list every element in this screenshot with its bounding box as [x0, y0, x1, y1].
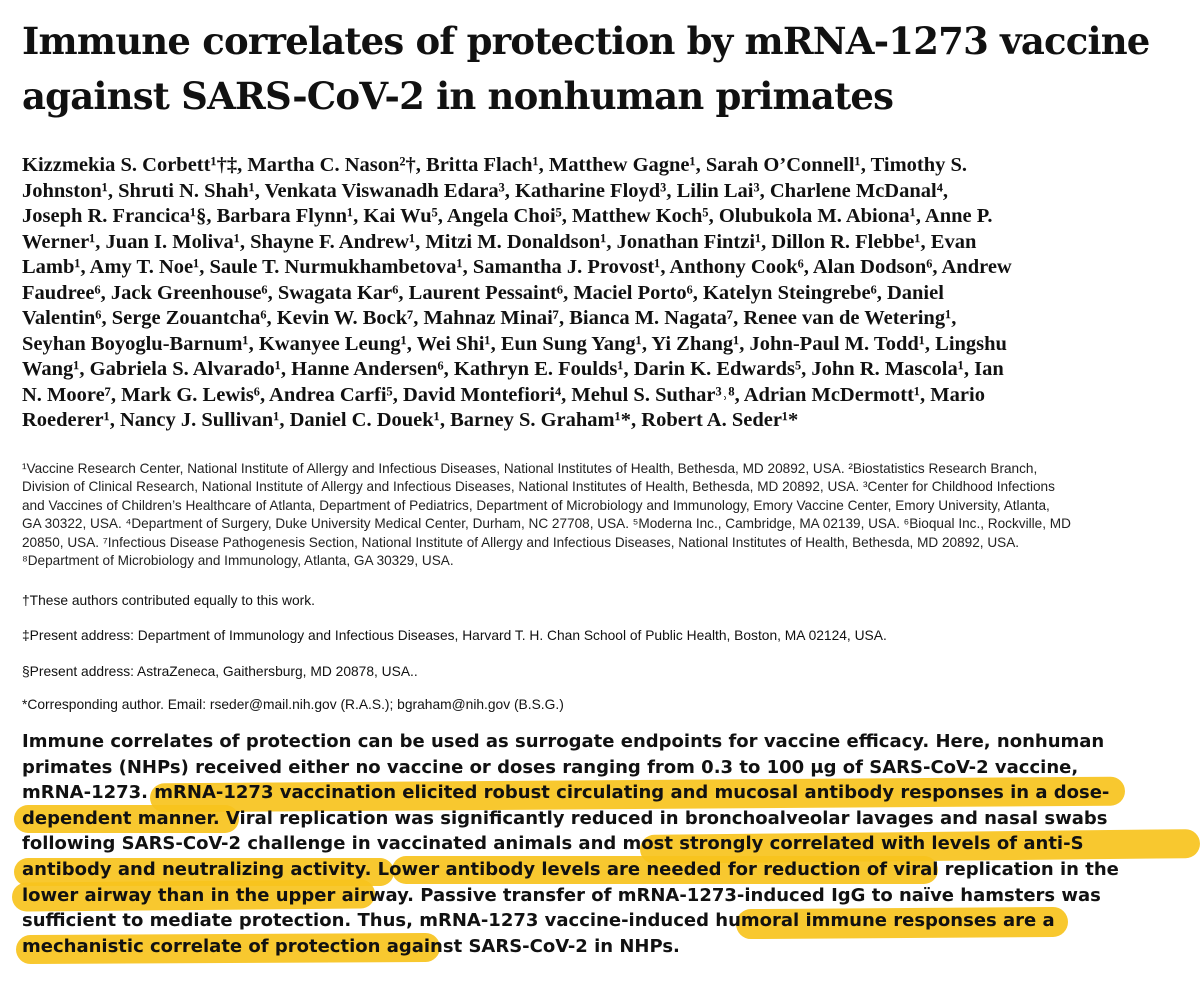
title-line: against SARS-CoV-2 in nonhuman primates: [22, 74, 894, 118]
author-line: Wang¹, Gabriela S. Alvarado¹, Hanne Ande…: [22, 358, 1004, 380]
author-line: Roederer¹, Nancy J. Sullivan¹, Daniel C.…: [22, 409, 799, 431]
author-line: Valentin⁶, Serge Zouantcha⁶, Kevin W. Bo…: [22, 307, 957, 329]
present-address-note: §Present address: AstraZeneca, Gaithersb…: [22, 664, 418, 679]
author-line: N. Moore⁷, Mark G. Lewis⁶, Andrea Carfi⁵…: [22, 383, 985, 406]
abstract-line: mechanistic correlate of protection agai…: [22, 935, 680, 957]
highlight-mark: [392, 856, 938, 884]
affiliation-line: ⁸Department of Microbiology and Immunolo…: [22, 553, 454, 569]
affiliations: ¹Vaccine Research Center, National Insti…: [22, 460, 1197, 570]
abstract-line: mRNA-1273. mRNA-1273 vaccination elicite…: [22, 782, 1110, 804]
abstract: Immune correlates of protection can be u…: [22, 729, 1197, 959]
abstract-line: Immune correlates of protection can be u…: [22, 731, 1105, 752]
abstract-line: dependent manner. Viral replication was …: [22, 807, 1108, 829]
title-line: Immune correlates of protection by mRNA-…: [22, 19, 1150, 63]
affiliation-line: GA 30322, USA. ⁴Department of Surgery, D…: [22, 516, 1071, 532]
author-line: Kizzmekia S. Corbett¹†‡, Martha C. Nason…: [22, 154, 968, 176]
author-line: Lamb¹, Amy T. Noe¹, Saule T. Nurmukhambe…: [22, 256, 1012, 278]
abstract-line: primates (NHPs) received either no vacci…: [22, 756, 1079, 778]
abstract-line: antibody and neutralizing activity. Lowe…: [22, 858, 1119, 880]
corresponding-author-note: *Corresponding author. Email: rseder@mai…: [22, 697, 564, 712]
author-line: Joseph R. Francica¹§, Barbara Flynn¹, Ka…: [22, 205, 993, 227]
affiliation-line: and Vaccines of Children’s Healthcare of…: [22, 497, 1050, 513]
present-address-note: ‡Present address: Department of Immunolo…: [22, 628, 887, 643]
equal-contribution-note: †These authors contributed equally to th…: [22, 593, 315, 608]
affiliation-line: Division of Clinical Research, National …: [22, 479, 1055, 495]
abstract-line: lower airway than in the upper airway. P…: [22, 884, 1101, 906]
affiliation-line: ¹Vaccine Research Center, National Insti…: [22, 461, 1038, 476]
author-line: Werner¹, Juan I. Moliva¹, Shayne F. Andr…: [22, 230, 977, 253]
author-line: Seyhan Boyoglu-Barnum¹, Kwanyee Leung¹, …: [22, 332, 1007, 355]
author-line: Faudree⁶, Jack Greenhouse⁶, Swagata Kar⁶…: [22, 281, 944, 304]
affiliation-line: 20850, USA. ⁷Infectious Disease Pathogen…: [22, 534, 1020, 550]
author-line: Johnston¹, Shruti N. Shah¹, Venkata Visw…: [22, 179, 948, 202]
author-list: Kizzmekia S. Corbett¹†‡, Martha C. Nason…: [22, 153, 1197, 434]
abstract-line: following SARS-CoV-2 challenge in vaccin…: [22, 833, 1084, 855]
highlight-mark: [14, 805, 239, 833]
abstract-line: sufficient to mediate protection. Thus, …: [22, 910, 1055, 932]
paper-title: Immune correlates of protection by mRNA-…: [22, 14, 1192, 124]
